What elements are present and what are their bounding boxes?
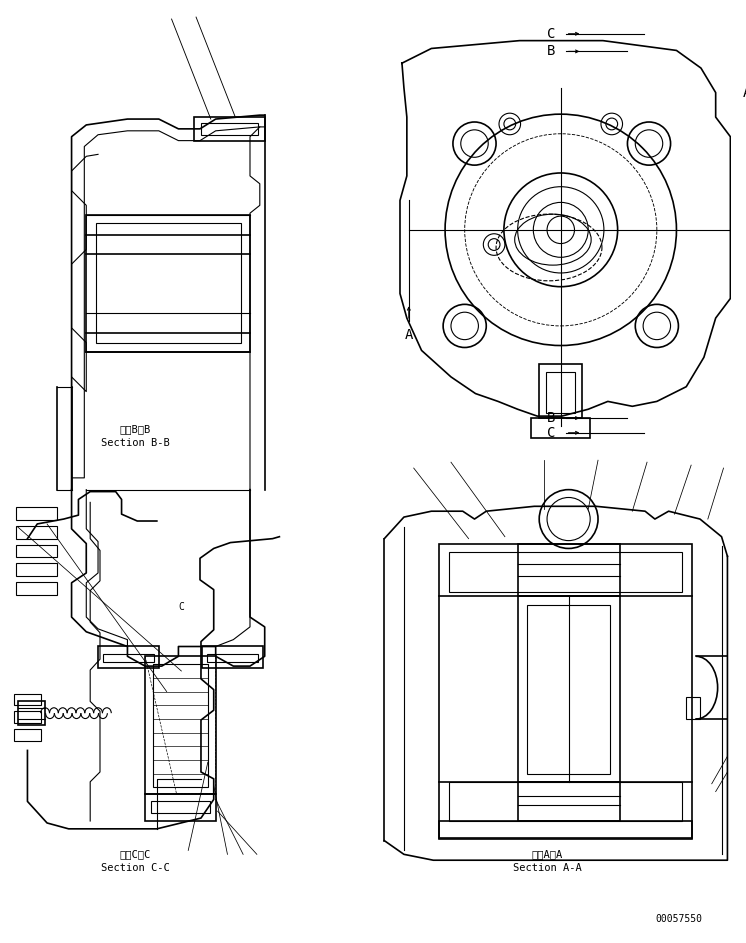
Bar <box>518 782 620 821</box>
Bar <box>202 647 263 668</box>
Text: 00057550: 00057550 <box>655 914 702 924</box>
Bar <box>439 821 692 838</box>
Bar <box>16 563 57 576</box>
Text: Section C-C: Section C-C <box>101 863 169 873</box>
Bar <box>539 364 583 418</box>
Text: B: B <box>547 44 555 58</box>
Bar <box>16 526 57 538</box>
Bar <box>207 654 258 662</box>
Text: 断面B－B: 断面B－B <box>119 423 151 434</box>
Bar <box>546 372 575 413</box>
Bar <box>531 418 590 438</box>
Text: Section A-A: Section A-A <box>513 863 581 873</box>
Text: A: A <box>743 86 746 100</box>
Bar <box>439 543 692 837</box>
Bar <box>201 123 258 135</box>
Bar <box>194 117 265 141</box>
Bar <box>153 664 208 786</box>
Text: C: C <box>547 26 555 41</box>
Text: A: A <box>404 328 413 341</box>
Bar <box>98 647 159 668</box>
Bar <box>16 507 57 520</box>
Bar <box>13 693 41 705</box>
Bar <box>527 605 609 774</box>
Bar <box>145 794 216 821</box>
Text: 断面C－C: 断面C－C <box>119 850 151 859</box>
Bar <box>145 656 216 794</box>
Text: Section B-B: Section B-B <box>101 438 169 448</box>
Bar <box>449 553 683 591</box>
Bar <box>518 543 620 596</box>
Text: 断面A－A: 断面A－A <box>531 850 562 859</box>
Bar <box>18 702 45 725</box>
Bar <box>686 698 700 720</box>
Text: C: C <box>547 426 555 439</box>
Bar <box>16 582 57 594</box>
Bar <box>96 223 241 342</box>
Bar <box>151 802 210 813</box>
Bar <box>449 782 683 821</box>
Bar <box>518 596 620 782</box>
Bar <box>13 729 41 740</box>
Bar <box>87 215 250 353</box>
Bar <box>13 711 41 723</box>
Text: C: C <box>178 603 184 612</box>
Bar <box>16 544 57 557</box>
Bar <box>103 654 154 662</box>
Text: B: B <box>547 411 555 425</box>
